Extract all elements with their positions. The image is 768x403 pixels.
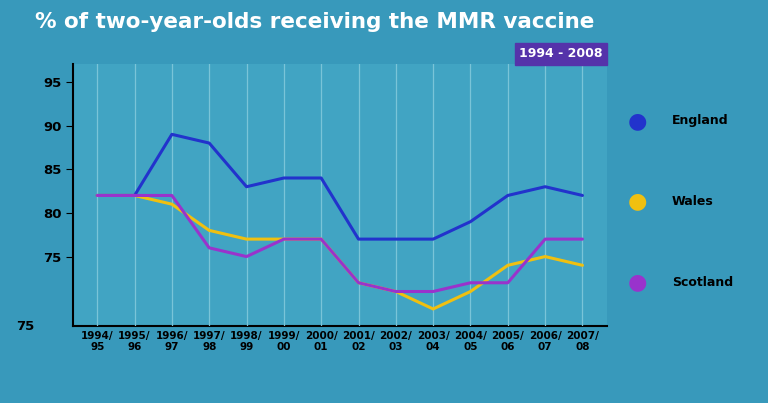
Text: 1994 - 2008: 1994 - 2008 — [519, 48, 603, 60]
Text: ●: ● — [627, 272, 647, 292]
Text: Scotland: Scotland — [672, 276, 733, 289]
Text: % of two-year-olds receiving the MMR vaccine: % of two-year-olds receiving the MMR vac… — [35, 12, 594, 32]
Text: ●: ● — [627, 191, 647, 212]
Text: England: England — [672, 114, 729, 127]
Text: 75: 75 — [16, 320, 34, 333]
Text: Wales: Wales — [672, 195, 713, 208]
Text: ●: ● — [627, 111, 647, 131]
